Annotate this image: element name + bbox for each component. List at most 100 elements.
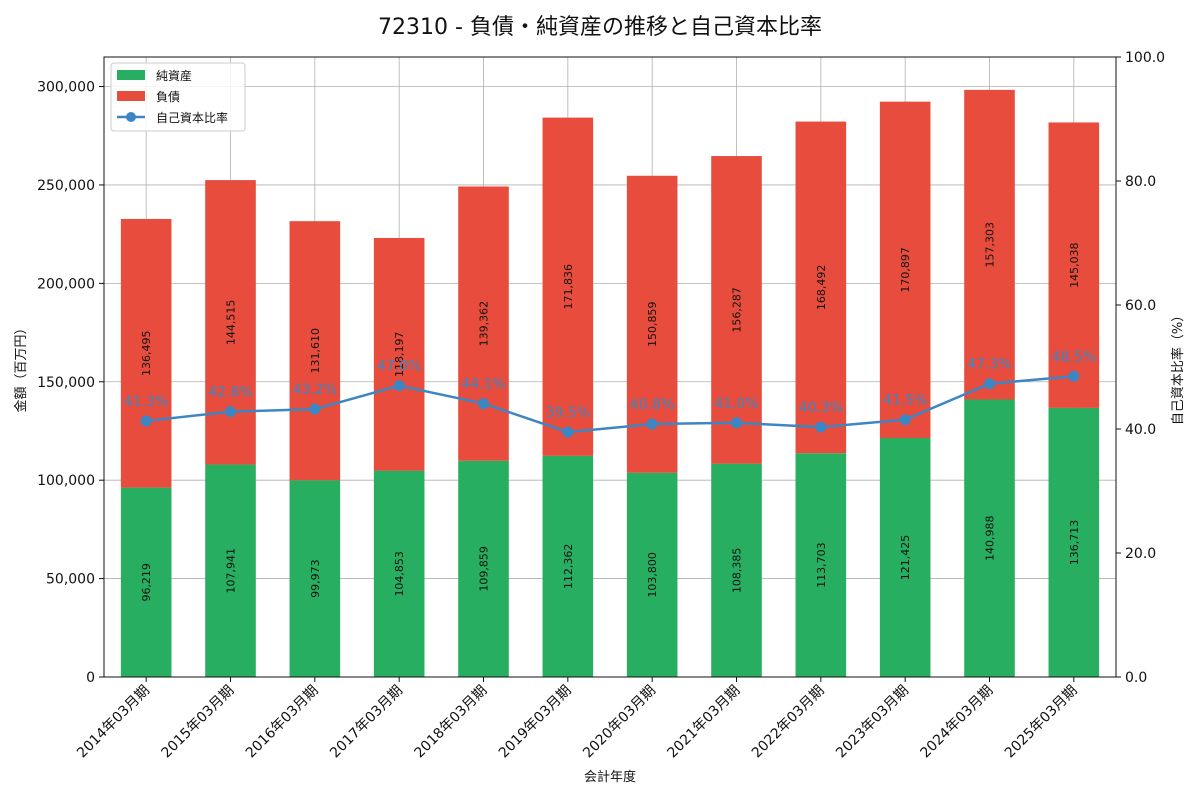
bar-label-liabilities: 171,836: [562, 264, 575, 310]
bar-label-net-assets: 96,219: [140, 563, 153, 602]
ratio-label: 48.5%: [1052, 349, 1096, 365]
bar-liabilities: [458, 186, 509, 461]
bar-label-net-assets: 112,362: [562, 544, 575, 590]
x-tick-label: 2016年03月期: [243, 683, 322, 762]
ratio-label: 40.8%: [630, 397, 674, 413]
y-tick-label: 300,000: [37, 80, 95, 96]
x-tick-label: 2021年03月期: [665, 683, 744, 762]
bar-label-liabilities: 168,492: [815, 265, 828, 311]
bar-label-net-assets: 113,703: [815, 542, 828, 588]
x-tick-label: 2015年03月期: [159, 683, 238, 762]
bar-label-net-assets: 136,713: [1068, 520, 1081, 566]
bar-label-net-assets: 109,859: [478, 546, 491, 592]
axes: [103, 56, 1117, 678]
ratio-point: [393, 380, 405, 392]
ratio-point: [225, 406, 236, 418]
y-tick-label: 50,000: [46, 572, 95, 588]
bar-net-assets: [711, 463, 762, 677]
bar-label-net-assets: 107,941: [225, 548, 238, 594]
y2-tick-label: 0.0: [1125, 670, 1147, 686]
y-axis-label: 金額（百万円）: [13, 321, 29, 412]
bar-liabilities: [879, 101, 931, 439]
bar-net-assets: [373, 470, 425, 677]
x-tick-label: 2020年03月期: [580, 683, 659, 762]
x-tick-label: 2022年03月期: [749, 683, 828, 762]
legend-label-net-assets: 純資産: [156, 68, 192, 83]
bar-liabilities: [542, 117, 594, 456]
y2-tick-label: 100.0: [1125, 50, 1165, 66]
y2-tick-label: 60.0: [1125, 298, 1156, 314]
ratio-label: 41.5%: [883, 393, 927, 409]
legend-label-ratio: 自己資本比率: [156, 110, 228, 125]
bar-net-assets: [120, 487, 172, 677]
bar-net-assets: [879, 438, 931, 677]
y2-tick-label: 40.0: [1125, 422, 1156, 438]
legend-label-liabilities: 負債: [156, 89, 180, 104]
bar-net-assets: [458, 460, 509, 677]
legend-swatch-net-assets: [117, 70, 145, 80]
plot-frame: [103, 56, 1117, 678]
bar-net-assets: [964, 399, 1015, 677]
ratio-label: 39.5%: [546, 405, 590, 421]
ratio-point: [562, 426, 574, 438]
bar-label-liabilities: 145,038: [1068, 242, 1081, 288]
ratio-point: [309, 403, 321, 415]
ratio-point: [1068, 370, 1080, 382]
ratio-point: [984, 378, 995, 390]
ratio-label: 44.1%: [461, 377, 505, 393]
y-tick-label: 0: [86, 670, 95, 686]
ratio-point: [140, 415, 152, 427]
y-tick-label: 100,000: [37, 473, 95, 489]
bar-label-liabilities: 156,287: [731, 287, 744, 333]
bar-label-net-assets: 108,385: [731, 548, 744, 594]
bar-liabilities: [120, 218, 172, 488]
x-axis-label: 会計年度: [584, 769, 636, 785]
bar-label-liabilities: 118,197: [393, 332, 406, 378]
ratio-point: [478, 398, 489, 410]
bar-liabilities: [373, 237, 425, 471]
bars: 96,219 136,495 107,941 144,515 99,973 131,610…: [120, 89, 1100, 677]
bar-label-liabilities: 131,610: [309, 328, 322, 374]
y2-axis-label: 自己資本比率（%）: [1170, 309, 1186, 425]
ratio-label: 47.0%: [377, 359, 421, 375]
y-tick-label: 250,000: [37, 178, 95, 194]
x-tick-label: 2019年03月期: [496, 683, 575, 762]
x-tick-label: 2014年03月期: [74, 683, 153, 762]
ratio-point: [899, 414, 911, 426]
bar-label-liabilities: 144,515: [225, 300, 238, 346]
x-tick-label: 2024年03月期: [918, 683, 997, 762]
ratio-label: 40.3%: [799, 400, 843, 416]
bar-label-net-assets: 99,973: [309, 559, 322, 598]
bar-label-liabilities: 170,897: [899, 247, 912, 293]
chart-title: 72310 - 負債・純資産の推移と自己資本比率: [378, 15, 822, 40]
bar-net-assets: [795, 453, 847, 677]
bar-label-net-assets: 104,853: [393, 551, 406, 597]
ratio-line: 41.3% 42.8% 43.2% 47.0% 44.1% 39.5% 40.8% 41.0%…: [124, 349, 1096, 438]
x-tick-label: 2023年03月期: [833, 683, 912, 762]
bar-label-liabilities: 157,303: [984, 222, 997, 267]
bar-liabilities: [964, 89, 1015, 400]
bar-net-assets: [542, 455, 594, 677]
ratio-point: [646, 418, 658, 430]
y-tick-label: 150,000: [37, 375, 95, 391]
bar-liabilities: [711, 156, 762, 464]
x-tick-label: 2025年03月期: [1002, 683, 1081, 762]
bar-label-net-assets: 140,988: [984, 515, 997, 561]
bar-net-assets: [205, 464, 256, 677]
legend: 純資産 負債 自己資本比率: [110, 62, 246, 132]
x-tick-label: 2018年03月期: [412, 683, 491, 762]
bar-net-assets: [289, 480, 341, 677]
bar-net-assets: [626, 472, 678, 677]
bar-net-assets: [1048, 407, 1100, 677]
y2-tick-label: 80.0: [1125, 174, 1156, 190]
ratio-label: 42.8%: [208, 385, 252, 401]
bar-label-liabilities: 150,859: [646, 301, 659, 347]
bar-label-liabilities: 136,495: [140, 331, 153, 377]
ratio-point: [731, 417, 742, 429]
bar-label-net-assets: 121,425: [899, 535, 912, 581]
ratio-polyline: [146, 375, 1074, 434]
bar-label-net-assets: 103,800: [646, 552, 659, 598]
y-tick-label: 200,000: [37, 276, 95, 292]
ratio-label: 47.3%: [967, 357, 1011, 373]
